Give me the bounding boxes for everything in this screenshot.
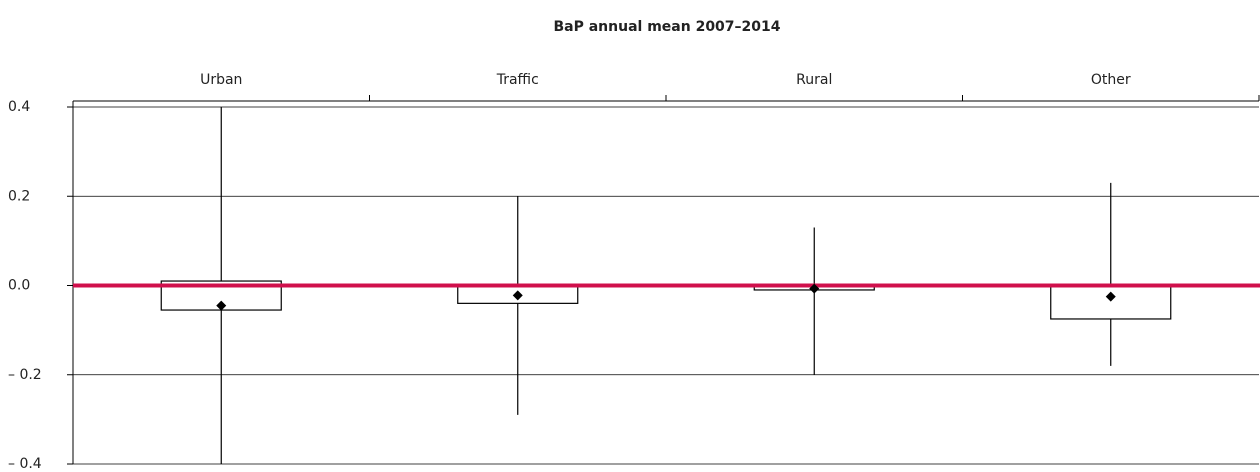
chart-title: BaP annual mean 2007–2014: [553, 19, 780, 35]
category-label: Traffic: [496, 72, 539, 88]
mean-marker: [809, 283, 820, 294]
y-tick-label: 0.2: [8, 188, 30, 204]
category-label: Rural: [796, 72, 832, 88]
y-tick-label: – 0.4: [8, 456, 42, 472]
box: [1050, 284, 1172, 320]
mean-marker: [216, 300, 227, 311]
y-tick-label: 0.4: [8, 99, 30, 115]
mean-marker: [1105, 291, 1116, 302]
category-label: Urban: [200, 72, 242, 88]
y-tick-label: – 0.2: [8, 367, 42, 383]
mean-marker: [512, 290, 523, 301]
category-label: Other: [1091, 72, 1131, 88]
y-tick-label: 0.0: [8, 278, 30, 294]
